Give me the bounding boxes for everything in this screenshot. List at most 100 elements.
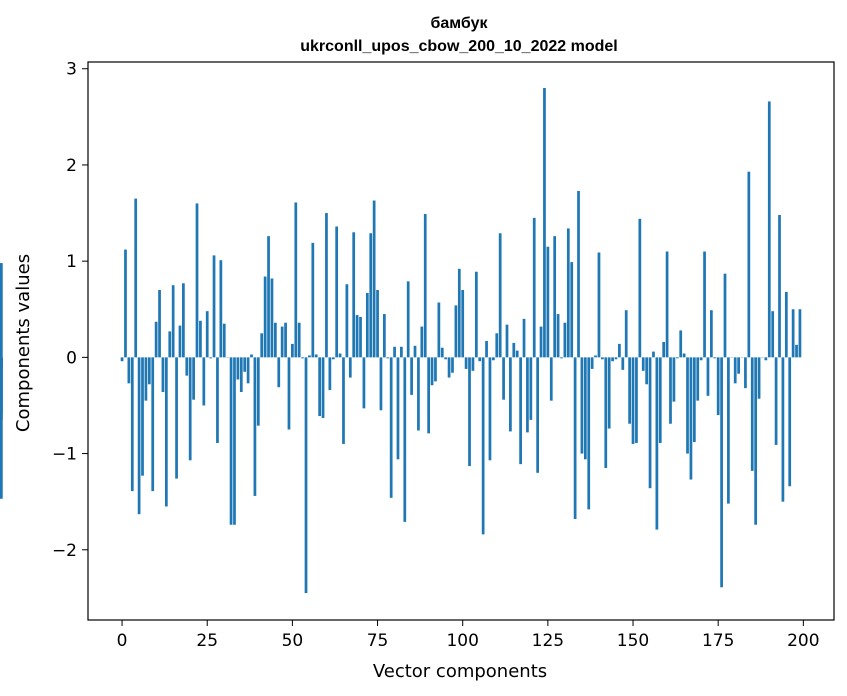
bar	[784, 291, 788, 358]
bar	[645, 357, 649, 385]
bar	[239, 357, 243, 392]
bar	[280, 326, 284, 358]
bar	[686, 357, 689, 454]
bar	[522, 318, 526, 358]
bar	[546, 246, 550, 358]
bar	[590, 357, 594, 369]
bar	[243, 357, 247, 372]
bar	[669, 357, 672, 424]
bar	[648, 357, 652, 489]
bar	[747, 171, 751, 358]
bar	[624, 310, 628, 358]
bar	[481, 357, 485, 535]
bar	[352, 232, 356, 358]
bar	[376, 290, 379, 358]
bar	[771, 311, 775, 358]
bar	[447, 357, 451, 378]
bar	[655, 357, 659, 530]
bar	[229, 357, 233, 525]
bar	[526, 357, 529, 433]
bar	[509, 357, 512, 432]
bar	[485, 341, 488, 358]
bar	[161, 357, 165, 392]
bar	[580, 357, 584, 454]
bar	[710, 310, 713, 358]
bar	[185, 357, 189, 376]
bar	[410, 357, 413, 395]
bar	[696, 357, 700, 401]
bar	[270, 278, 274, 358]
bar	[478, 357, 482, 362]
bar	[689, 357, 693, 480]
x-tick-label: 100	[446, 631, 478, 651]
bar	[744, 357, 747, 389]
bar	[134, 198, 138, 358]
bar	[454, 305, 458, 358]
bar	[607, 357, 611, 429]
bar	[130, 357, 134, 492]
y-tick-label: −2	[52, 541, 77, 561]
bar	[437, 302, 441, 358]
bar	[423, 214, 427, 358]
bar	[389, 357, 393, 498]
bar	[672, 357, 676, 402]
bar	[291, 343, 294, 358]
bar	[219, 260, 223, 358]
bar	[420, 326, 424, 358]
bar	[297, 322, 301, 358]
bar	[325, 213, 328, 358]
bar	[566, 228, 570, 358]
bar	[621, 357, 625, 370]
bar	[440, 347, 444, 358]
bar	[658, 357, 662, 443]
bar	[778, 214, 781, 358]
bar	[427, 357, 431, 434]
bar	[335, 226, 339, 358]
bar	[365, 292, 369, 358]
x-axis: 0 25 50 75 100 125 150 175 200	[117, 620, 820, 651]
bar	[577, 190, 580, 358]
x-tick-label: 50	[282, 631, 304, 651]
bar	[182, 283, 185, 358]
bar	[236, 357, 240, 380]
bar	[618, 343, 621, 358]
bar	[260, 333, 264, 358]
bar	[570, 262, 574, 358]
bar	[151, 357, 155, 492]
bar	[457, 268, 461, 358]
x-tick-label: 75	[367, 631, 389, 651]
bar	[331, 357, 335, 360]
bar	[209, 357, 212, 359]
bar	[594, 355, 597, 358]
bar	[382, 314, 386, 358]
x-tick-label: 150	[617, 631, 649, 651]
bar	[396, 357, 400, 460]
bar	[178, 325, 182, 358]
bar	[798, 309, 802, 358]
bar	[703, 251, 706, 358]
bar	[505, 324, 509, 358]
bar	[338, 353, 342, 358]
bar	[141, 357, 144, 476]
bar	[597, 252, 601, 358]
bar	[560, 357, 563, 359]
bar	[553, 236, 557, 358]
bar	[750, 357, 754, 471]
bar	[536, 357, 540, 473]
bar	[492, 357, 495, 361]
bar	[192, 357, 195, 400]
bar	[304, 357, 308, 594]
bar	[682, 353, 686, 358]
bar	[212, 255, 216, 358]
bar	[788, 357, 792, 487]
x-tick-label: 0	[117, 631, 128, 651]
bar	[638, 218, 642, 358]
bar	[549, 357, 553, 401]
bar	[253, 357, 257, 496]
bar	[471, 357, 475, 371]
bar	[406, 281, 410, 358]
bar	[764, 357, 768, 361]
bar	[556, 314, 560, 358]
bar	[573, 357, 577, 519]
bar	[263, 276, 267, 358]
